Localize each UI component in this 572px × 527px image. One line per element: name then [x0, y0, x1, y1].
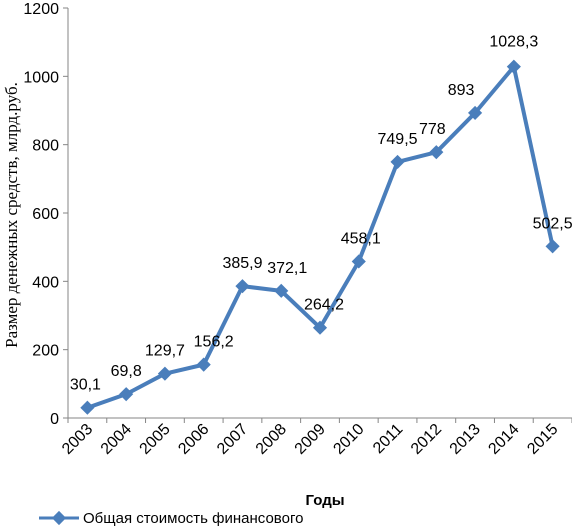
data-label: 778 — [419, 121, 446, 138]
data-point — [119, 387, 134, 402]
y-tick-label: 600 — [32, 206, 59, 223]
data-point — [390, 154, 405, 169]
axes — [63, 7, 572, 423]
data-point — [545, 239, 560, 254]
x-tick-label: 2012 — [408, 421, 445, 458]
data-label: 458,1 — [341, 230, 381, 247]
data-point — [196, 357, 211, 372]
data-label: 372,1 — [267, 260, 307, 277]
x-tick-label: 2008 — [253, 421, 290, 458]
data-label: 502,5 — [533, 215, 572, 232]
x-tick-label: 2003 — [59, 421, 96, 458]
x-tick-label: 2015 — [524, 421, 561, 458]
y-tick-label: 1200 — [23, 1, 59, 18]
x-tick-labels: 2003 2004 2005 2006 2007 2008 2009 2010 2011 2012… — [59, 421, 561, 458]
data-point — [312, 320, 328, 335]
data-point — [351, 254, 366, 269]
x-tick-label: 2010 — [330, 421, 367, 458]
y-tick-label: 800 — [32, 138, 59, 155]
x-tick-label: 2014 — [485, 421, 522, 458]
data-point — [235, 279, 250, 294]
x-tick-label: 2004 — [98, 421, 135, 458]
x-tick-label: 2006 — [175, 421, 212, 458]
x-axis-title: Годы — [305, 492, 344, 509]
data-label: 1028,3 — [489, 34, 538, 51]
data-label: 893 — [448, 82, 475, 99]
x-tick-label: 2007 — [214, 421, 251, 458]
x-tick-label: 2009 — [292, 421, 329, 458]
data-label: 749,5 — [378, 131, 418, 148]
data-label: 156,2 — [194, 334, 234, 351]
data-label: 264,2 — [304, 297, 344, 314]
data-label: 385,9 — [222, 255, 262, 272]
y-tick-label: 1000 — [23, 69, 59, 86]
x-tick-label: 2005 — [137, 421, 174, 458]
y-tick-labels: 0 200 400 600 800 1000 1200 — [23, 1, 59, 428]
data-label: 129,7 — [145, 343, 185, 360]
series-group — [80, 59, 560, 415]
data-point — [429, 145, 444, 160]
data-point — [157, 366, 172, 381]
data-label: 69,8 — [111, 363, 142, 380]
legend-label: Общая стоимость финансового — [83, 510, 303, 527]
data-point — [468, 105, 483, 120]
data-point — [80, 400, 95, 415]
x-tick-label: 2011 — [370, 421, 406, 457]
y-axis-title: Размер денежных средств, млрд.руб. — [2, 82, 21, 348]
legend-marker — [51, 510, 67, 526]
data-label: 30,1 — [70, 377, 101, 394]
legend: Общая стоимость финансового — [39, 510, 303, 527]
y-tick-label: 200 — [32, 343, 59, 360]
y-tick-label: 400 — [32, 274, 59, 291]
y-tick-label: 0 — [50, 411, 59, 428]
x-tick-label: 2013 — [447, 421, 484, 458]
data-point — [274, 283, 289, 298]
